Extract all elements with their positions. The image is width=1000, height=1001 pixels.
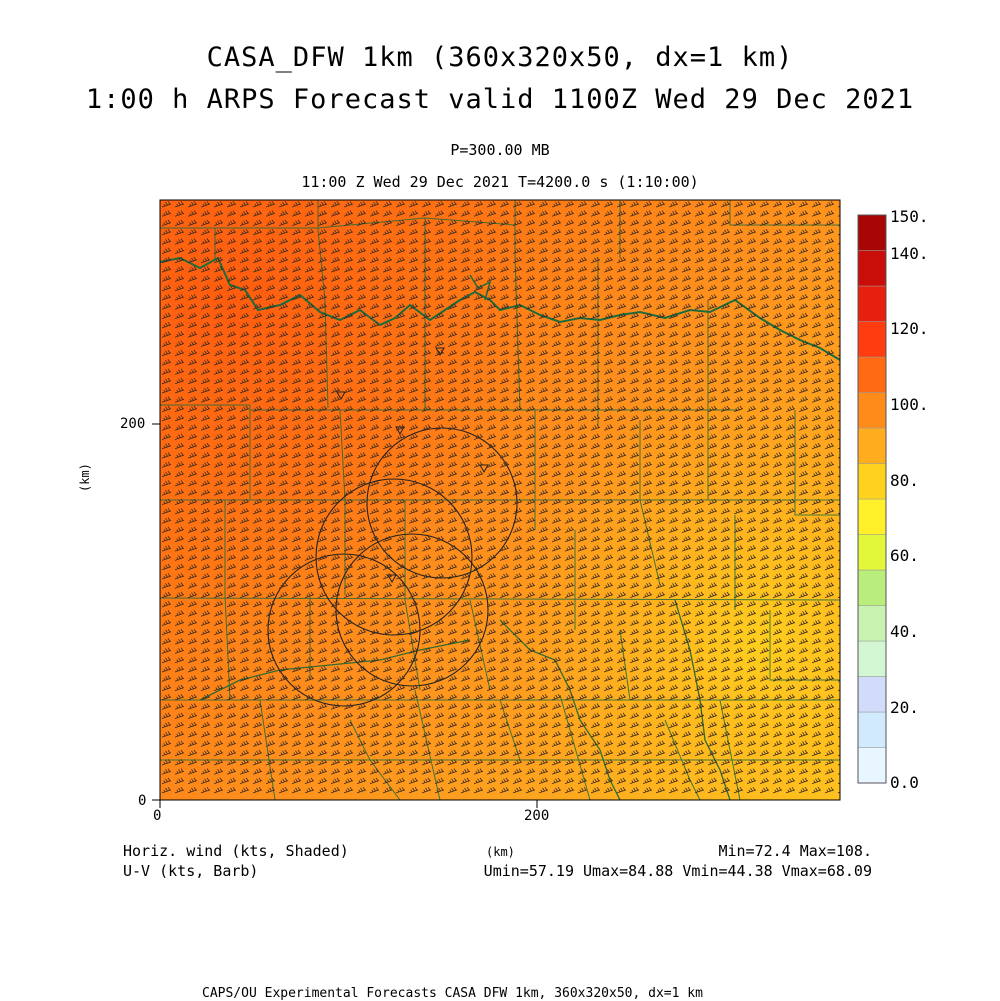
- colorbar-box: [857, 605, 887, 642]
- time-label: 11:00 Z Wed 29 Dec 2021 T=4200.0 s (1:10…: [301, 173, 699, 191]
- colorbar-frame: [857, 214, 887, 784]
- county-boundaries: [160, 200, 840, 800]
- colorbar-box: [857, 569, 887, 606]
- colorbar-box: [857, 321, 887, 358]
- colorbar-box: [857, 747, 887, 784]
- legend-min-max: Min=72.4 Max=108.: [718, 842, 872, 860]
- station-marker: [479, 464, 489, 474]
- colorbar-box: [857, 463, 887, 500]
- colorbar-box: [857, 250, 887, 287]
- radar-ring-3: [335, 533, 489, 687]
- colorbar-box: [857, 356, 887, 393]
- y-tick-0: 0: [138, 793, 147, 809]
- colorbar-label-80: 80.: [890, 471, 919, 490]
- footer-credit: CAPS/OU Experimental Forecasts CASA DFW …: [202, 986, 703, 1001]
- colorbar-label-120: 120.: [890, 319, 929, 338]
- pressure-label: P=300.00 MB: [450, 141, 550, 159]
- legend-shaded-label: Horiz. wind (kts, Shaded): [123, 842, 349, 860]
- station-marker: [387, 574, 397, 584]
- legend-uv-range: Umin=57.19 Umax=84.88 Vmin=44.38 Vmax=68…: [483, 862, 872, 880]
- colorbar: [857, 214, 887, 784]
- wind-barbs: [161, 201, 840, 794]
- colorbar-label-140: 140.: [890, 244, 929, 263]
- colorbar-box: [857, 427, 887, 464]
- colorbar-label-100: 100.: [890, 395, 929, 414]
- station-marker: [395, 426, 405, 436]
- y-tick-200: 200: [120, 416, 146, 432]
- colorbar-box: [857, 214, 887, 251]
- radar-ring-2: [315, 478, 473, 636]
- x-tick-0: 0: [153, 808, 162, 824]
- title-line-1: CASA_DFW 1km (360x320x50, dx=1 km): [206, 42, 794, 73]
- colorbar-box: [857, 711, 887, 748]
- x-tick-200: 200: [524, 808, 550, 824]
- plot-frame: [159, 199, 841, 801]
- colorbar-label-20: 20.: [890, 698, 919, 717]
- river-tributary: [469, 274, 492, 301]
- colorbar-box: [857, 640, 887, 677]
- colorbar-box: [857, 285, 887, 322]
- station-marker: [336, 391, 346, 401]
- title-line-2: 1:00 h ARPS Forecast valid 1100Z Wed 29 …: [85, 84, 915, 115]
- legend-barb-label: U-V (kts, Barb): [123, 862, 259, 880]
- colorbar-box: [857, 498, 887, 535]
- colorbar-label-40: 40.: [890, 622, 919, 641]
- axis-ticks: [152, 423, 538, 808]
- y-axis-unit: (km): [78, 463, 92, 492]
- colorbar-box: [857, 392, 887, 429]
- colorbar-box: [857, 534, 887, 571]
- colorbar-label-60: 60.: [890, 546, 919, 565]
- x-axis-unit: (km): [486, 845, 515, 859]
- radar-ring-4: [267, 553, 421, 707]
- colorbar-label-0: 0.0: [890, 773, 919, 792]
- wind-barb-grid: [161, 201, 840, 794]
- red-river-boundary: [160, 256, 840, 361]
- colorbar-label-150: 150.: [890, 207, 929, 226]
- colorbar-box: [857, 676, 887, 713]
